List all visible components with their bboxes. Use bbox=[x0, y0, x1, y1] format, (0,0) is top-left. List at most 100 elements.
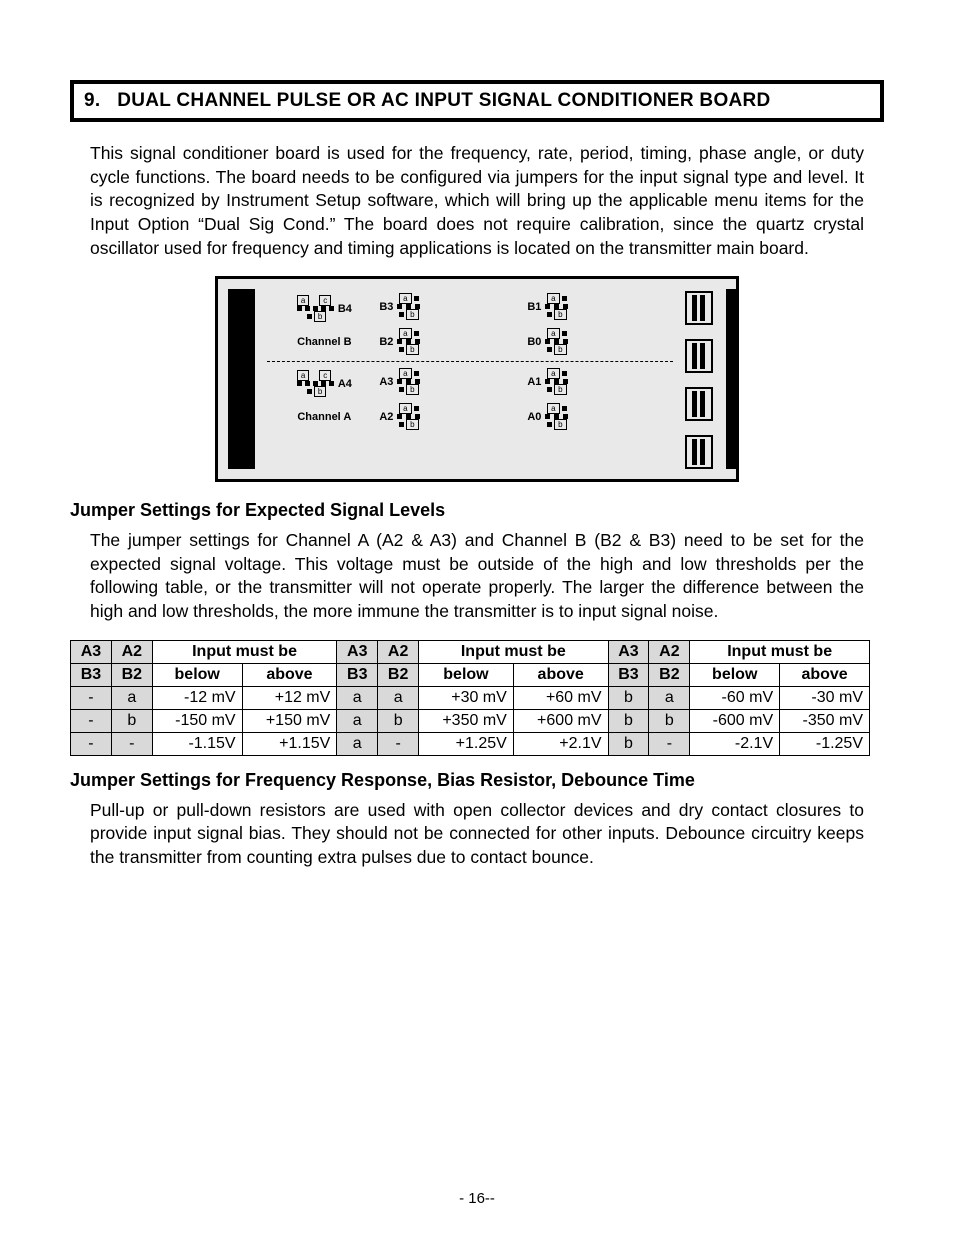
jumper-id: B0 bbox=[527, 336, 541, 348]
th-above: above bbox=[513, 663, 608, 686]
th-b3: B3 bbox=[608, 663, 649, 686]
pin-label-b: b bbox=[406, 344, 418, 355]
freq-response-heading: Jumper Settings for Frequency Response, … bbox=[70, 770, 884, 791]
jumper-ab: a b bbox=[545, 368, 568, 395]
cell-j1: - bbox=[71, 709, 112, 732]
pin-label-b: b bbox=[554, 384, 566, 395]
diagram-left-bar bbox=[228, 289, 255, 469]
pin-label-b: b bbox=[554, 419, 566, 430]
pin-label-b: b bbox=[406, 384, 418, 395]
cell-j2: - bbox=[111, 732, 152, 755]
th-a3: A3 bbox=[337, 640, 378, 663]
th-above: above bbox=[780, 663, 870, 686]
jumper-id: B1 bbox=[527, 301, 541, 313]
cell-j1: b bbox=[608, 709, 649, 732]
pin-label-a: a bbox=[547, 328, 559, 339]
th-b3: B3 bbox=[337, 663, 378, 686]
jumper-id: A2 bbox=[379, 411, 393, 423]
th-a2: A2 bbox=[378, 640, 419, 663]
cell-j1: b bbox=[608, 686, 649, 709]
th-below: below bbox=[690, 663, 780, 686]
signal-levels-heading: Jumper Settings for Expected Signal Leve… bbox=[70, 500, 884, 521]
edge-connector bbox=[685, 291, 713, 325]
cell-above: +2.1V bbox=[513, 732, 608, 755]
pin-label-b: b bbox=[406, 309, 418, 320]
cell-below: -12 mV bbox=[152, 686, 242, 709]
freq-response-paragraph: Pull-up or pull-down resistors are used … bbox=[90, 799, 864, 870]
cell-above: +12 mV bbox=[242, 686, 337, 709]
edge-connector bbox=[685, 387, 713, 421]
cell-j2: b bbox=[378, 709, 419, 732]
channel-label: Channel A bbox=[297, 411, 351, 423]
jumper-ab: a b bbox=[545, 293, 568, 320]
pin-label-a: a bbox=[547, 293, 559, 304]
cell-j1: a bbox=[337, 732, 378, 755]
section-title: DUAL CHANNEL PULSE OR AC INPUT SIGNAL CO… bbox=[117, 90, 770, 111]
cell-j1: - bbox=[71, 732, 112, 755]
cell-below: +350 mV bbox=[419, 709, 514, 732]
section-number: 9. bbox=[84, 90, 100, 111]
diagram-body: a c b B4 Channel B bbox=[269, 289, 675, 469]
cell-above: +150 mV bbox=[242, 709, 337, 732]
cell-j2: - bbox=[649, 732, 690, 755]
cell-j1: b bbox=[608, 732, 649, 755]
cell-j2: a bbox=[649, 686, 690, 709]
cell-below: +30 mV bbox=[419, 686, 514, 709]
pin-label-a: a bbox=[399, 328, 411, 339]
page-number: - 16-- bbox=[0, 1190, 954, 1207]
cell-j1: - bbox=[71, 686, 112, 709]
cell-below: -60 mV bbox=[690, 686, 780, 709]
pin-label-a: a bbox=[547, 368, 559, 379]
th-input-must-be: Input must be bbox=[419, 640, 608, 663]
connector-column bbox=[675, 289, 722, 469]
th-above: above bbox=[242, 663, 337, 686]
channel-row: a c b B4 Channel B bbox=[269, 289, 675, 359]
cell-j2: b bbox=[649, 709, 690, 732]
jumper-ab: a b bbox=[397, 328, 420, 355]
jumper-abc: a c b bbox=[297, 295, 334, 322]
pin-label-a: a bbox=[297, 370, 309, 381]
pin-label-b: b bbox=[554, 344, 566, 355]
pin-label-b: b bbox=[314, 311, 326, 322]
cell-above: +1.15V bbox=[242, 732, 337, 755]
th-below: below bbox=[152, 663, 242, 686]
pin-label-c: c bbox=[319, 370, 331, 381]
cell-j2: a bbox=[378, 686, 419, 709]
edge-connector bbox=[685, 339, 713, 373]
pin-label-a: a bbox=[547, 403, 559, 414]
pin-label-a: a bbox=[297, 295, 309, 306]
jumper-ab: a b bbox=[545, 403, 568, 430]
jumper-ab: a b bbox=[397, 368, 420, 395]
threshold-table: A3 A2 Input must be A3 A2 Input must be … bbox=[70, 640, 870, 756]
cell-j1: a bbox=[337, 686, 378, 709]
cell-below: -150 mV bbox=[152, 709, 242, 732]
jumper-id: A0 bbox=[527, 411, 541, 423]
channel-divider bbox=[267, 361, 673, 362]
th-b2: B2 bbox=[649, 663, 690, 686]
cell-j2: - bbox=[378, 732, 419, 755]
jumper-id: B2 bbox=[379, 336, 393, 348]
pin-label-a: a bbox=[399, 403, 411, 414]
th-input-must-be: Input must be bbox=[152, 640, 337, 663]
edge-connector bbox=[685, 435, 713, 469]
jumper-id: A3 bbox=[379, 376, 393, 388]
cell-above: +600 mV bbox=[513, 709, 608, 732]
cell-j2: a bbox=[111, 686, 152, 709]
pin-label-b: b bbox=[314, 386, 326, 397]
board-diagram: a c b B4 Channel B bbox=[215, 276, 739, 482]
jumper-id: B4 bbox=[338, 303, 352, 315]
cell-above: -30 mV bbox=[780, 686, 870, 709]
pin-label-b: b bbox=[554, 309, 566, 320]
cell-above: -1.25V bbox=[780, 732, 870, 755]
cell-j1: a bbox=[337, 709, 378, 732]
channel-row: a c b A4 Channel A bbox=[269, 364, 675, 434]
th-a2: A2 bbox=[649, 640, 690, 663]
th-b3: B3 bbox=[71, 663, 112, 686]
cell-j2: b bbox=[111, 709, 152, 732]
channel-label: Channel B bbox=[297, 336, 351, 348]
th-b2: B2 bbox=[378, 663, 419, 686]
pin-label-c: c bbox=[319, 295, 331, 306]
th-b2: B2 bbox=[111, 663, 152, 686]
cell-below: -2.1V bbox=[690, 732, 780, 755]
jumper-ab: a b bbox=[545, 328, 568, 355]
